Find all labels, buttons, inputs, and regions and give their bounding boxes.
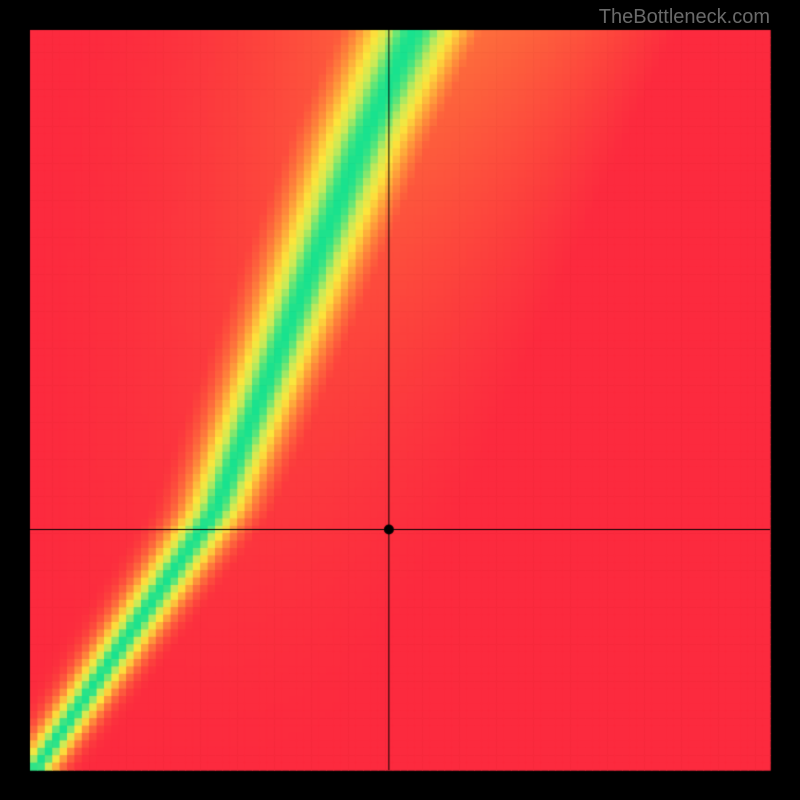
heatmap-canvas bbox=[0, 0, 800, 800]
watermark-text: TheBottleneck.com bbox=[599, 6, 770, 29]
